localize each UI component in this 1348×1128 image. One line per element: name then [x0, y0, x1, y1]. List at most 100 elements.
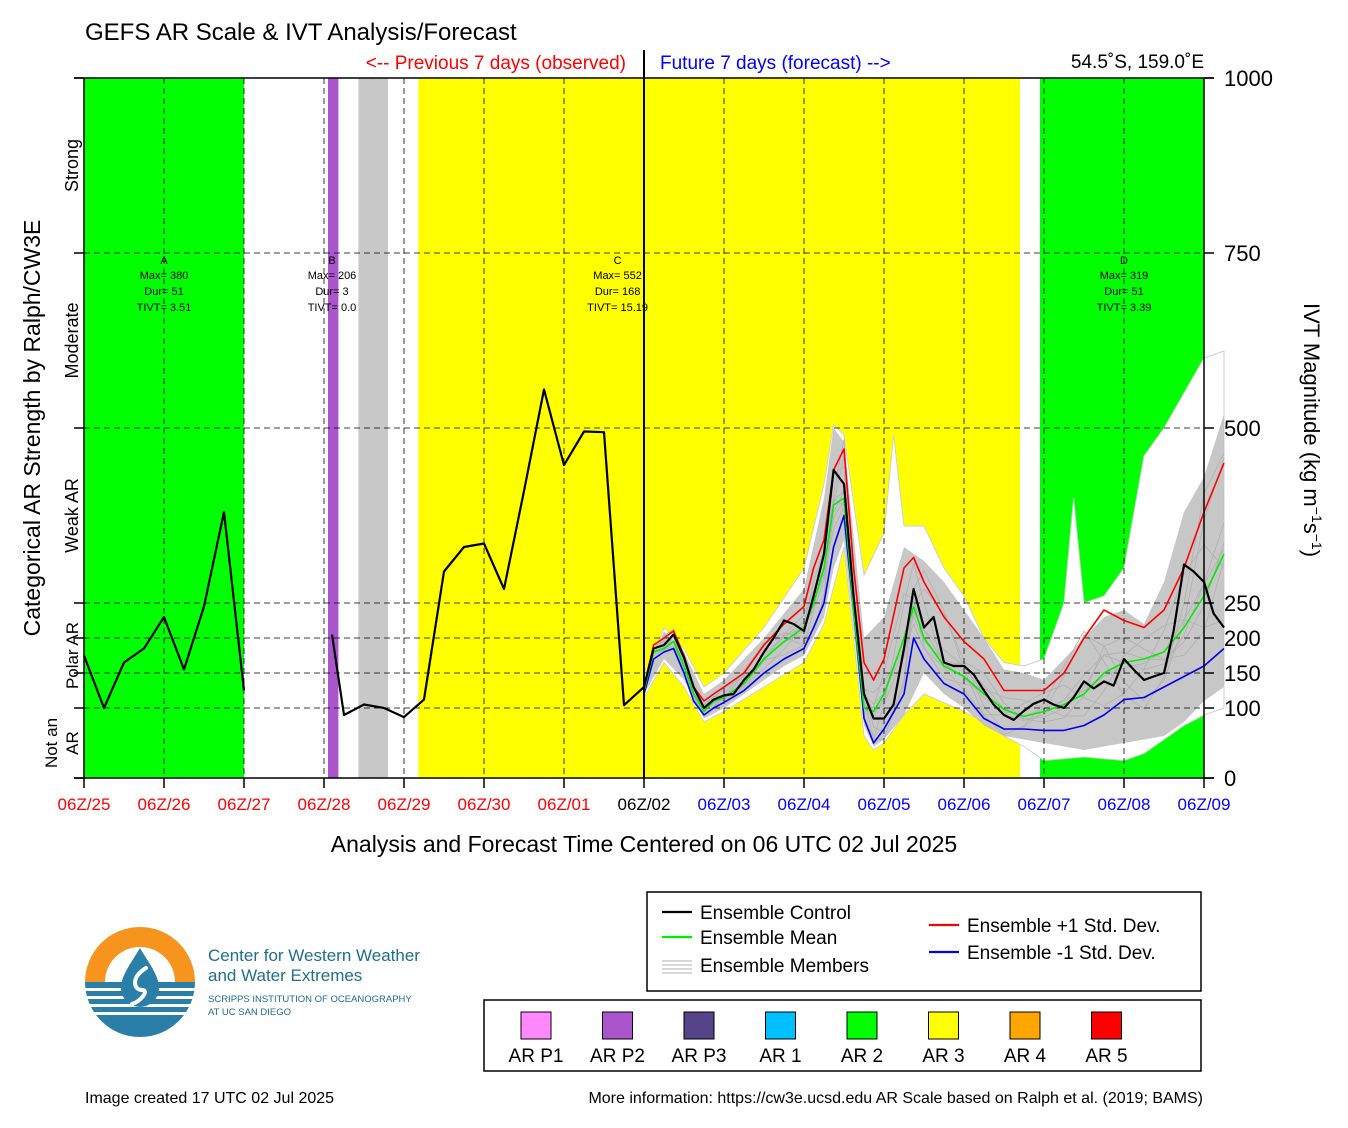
event-max: Max= 552 [593, 270, 642, 282]
logo-line-1: Center for Western Weather [208, 946, 420, 965]
legend-label: Ensemble Control [700, 903, 851, 924]
x-tick-label: 06Z/27 [218, 795, 271, 814]
series-plus-std [643, 448, 1225, 702]
event-id: B [328, 255, 335, 267]
axes: 06Z/25 06Z/26 06Z/27 06Z/28 06Z/29 06Z/30 06Z/… [42, 50, 1273, 814]
event-dur: Dur= 51 [144, 286, 183, 298]
y-tick-label: 250 [1224, 591, 1261, 616]
ar-scale-label: AR 5 [1085, 1046, 1127, 1067]
x-tick-label: 06Z/03 [698, 795, 751, 814]
drop-swirl-icon [130, 966, 148, 1006]
ensemble-members-area [643, 350, 1225, 762]
footer-info: More information: https://cw3e.ucsd.edu … [588, 1090, 1203, 1107]
band-ar-p2 [328, 78, 339, 778]
series-mean [643, 497, 1225, 718]
ar-scale-label: AR 4 [1004, 1046, 1047, 1067]
legend-item-minus-std: Ensemble -1 Std. Dev. [929, 943, 1156, 964]
y-tick-label: 500 [1224, 416, 1261, 441]
legend-label: Ensemble Mean [700, 928, 837, 949]
forecast-period-label: Future 7 days (forecast) --> [660, 53, 891, 74]
event-d: D Max= 319 Dur= 51 TIVT= 3.39 [1097, 255, 1152, 314]
category-label: Weak AR [62, 478, 82, 553]
left-y-axis-label: Categorical AR Strength by Ralph/CW3E [19, 220, 45, 637]
event-dur: Dur= 3 [315, 286, 348, 298]
ar-scale-item: AR P2 [590, 1011, 645, 1067]
x-tick-label: 06Z/26 [138, 795, 191, 814]
ensemble-spread-area [644, 414, 1224, 750]
y-tick-label: 100 [1224, 696, 1261, 721]
cw3e-logo [82, 927, 198, 1040]
ar-scale-item: AR P3 [672, 1011, 726, 1067]
footer-created: Image created 17 UTC 02 Jul 2025 [85, 1090, 334, 1107]
event-tivt: TIVT= 3.39 [1097, 302, 1152, 314]
legend-label: Ensemble -1 Std. Dev. [967, 943, 1156, 964]
ar-scale-item: AR 3 [922, 1011, 965, 1067]
y-tick-label: 750 [1224, 241, 1261, 266]
ar-scale-swatch [602, 1011, 633, 1040]
chart-title: GEFS AR Scale & IVT Analysis/Forecast [85, 19, 517, 46]
ar-scale-legend: AR P1 AR P2 AR P3 AR 1 AR 2 AR 3 AR 4 AR 5 [483, 999, 1202, 1072]
event-a: A Max= 380 Dur= 51 TIVT= 3.51 [137, 255, 192, 314]
ar-scale-label: AR 1 [759, 1046, 801, 1067]
y-tick-label: 150 [1224, 661, 1261, 686]
category-label: AR [63, 731, 82, 755]
legend-item-control: Ensemble Control [662, 903, 851, 924]
x-tick-label: 06Z/01 [538, 795, 591, 814]
legend-item-mean: Ensemble Mean [662, 928, 837, 949]
ar-scale-item: AR 5 [1085, 1011, 1128, 1067]
x-tick-label: 06Z/09 [1178, 795, 1231, 814]
event-dur: Dur= 51 [1104, 286, 1143, 298]
logo-line-2: and Water Extremes [208, 966, 362, 985]
event-b: B Max= 206 Dur= 3 TIVT= 0.0 [308, 255, 357, 314]
location-label: 54.5˚S, 159.0˚E [1071, 52, 1204, 73]
event-tivt: TIVT= 15.19 [587, 302, 648, 314]
event-id: D [1120, 255, 1128, 267]
ar-scale-swatch [846, 1011, 878, 1040]
event-tivt: TIVT= 0.0 [308, 302, 357, 314]
x-tick-label: 06Z/28 [298, 795, 351, 814]
category-label: Strong [62, 139, 82, 192]
x-tick-label: 06Z/02 [618, 795, 671, 814]
ar-scale-swatch [520, 1011, 552, 1040]
x-tick-label: 06Z/05 [858, 795, 911, 814]
event-max: Max= 319 [1100, 270, 1149, 282]
y-tick-label: 0 [1224, 766, 1236, 791]
x-tick-label: 06Z/04 [778, 795, 831, 814]
ar-scale-item: AR 4 [1004, 1011, 1047, 1067]
event-id: A [160, 255, 168, 267]
ar-scale-swatch [928, 1011, 959, 1040]
x-tick-label: 06Z/06 [938, 795, 991, 814]
category-label: Polar AR [63, 622, 82, 689]
x-tick-label: 06Z/07 [1018, 795, 1071, 814]
ar-scale-label: AR 3 [922, 1046, 964, 1067]
legend-item-plus-std: Ensemble +1 Std. Dev. [929, 916, 1160, 937]
series-control [330, 388, 645, 719]
y-tick-label: 200 [1224, 626, 1261, 651]
ar-scale-swatch [683, 1011, 715, 1040]
event-annotations: A Max= 380 Dur= 51 TIVT= 3.51 B Max= 206 Dur= … [137, 255, 1152, 314]
ar-scale-label: AR P2 [590, 1046, 645, 1067]
ensemble-legend: Ensemble Control Ensemble Mean Ensemble Me… [646, 891, 1202, 992]
ar-scale-item: AR 2 [841, 1011, 883, 1067]
event-c: C Max= 552 Dur= 168 TIVT= 15.19 [587, 255, 648, 314]
x-tick-label: 06Z/30 [458, 795, 511, 814]
series-minus-std [643, 514, 1225, 744]
event-max: Max= 206 [308, 270, 357, 282]
category-label: Moderate [62, 302, 82, 378]
x-tick-label: 06Z/25 [58, 795, 111, 814]
series-control [82, 510, 246, 710]
category-label: Not an [42, 718, 61, 768]
ar-scale-item: AR 1 [759, 1011, 802, 1067]
ar-scale-label: AR 2 [841, 1046, 883, 1067]
logo-line-4: AT UC SAN DIEGO [208, 1007, 291, 1018]
legend-item-members: Ensemble Members [662, 956, 869, 977]
event-dur: Dur= 168 [595, 286, 641, 298]
legend-label: Ensemble +1 Std. Dev. [967, 916, 1160, 937]
ar-scale-swatch [765, 1011, 796, 1040]
event-max: Max= 380 [140, 270, 189, 282]
series-control [642, 468, 1225, 722]
event-tivt: TIVT= 3.51 [137, 302, 192, 314]
right-y-axis-label: IVT Magnitude (kg m−1s−1) [1299, 303, 1325, 557]
x-tick-label: 06Z/08 [1098, 795, 1151, 814]
